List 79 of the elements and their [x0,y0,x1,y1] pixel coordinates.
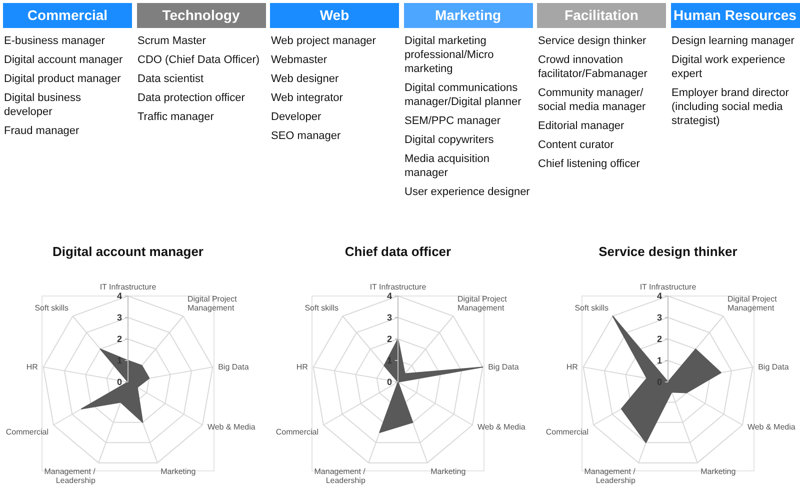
text: Media acquisition manager [404,153,490,179]
text: Web designer [271,73,339,85]
spoke-label: Management / Leadership [44,467,96,486]
spoke-label: HR [26,362,38,372]
text: SEM/PPC manager [404,115,500,127]
text: CDO (Chief Data Officer) [138,54,260,66]
text: Digital copywriters [404,134,494,146]
spoke-label: Commercial [546,428,589,437]
spoke-label: Marketing [430,467,466,476]
y-tick-label: 3 [386,312,392,322]
spoke-label: Digital Project Management [187,294,238,312]
spoke-label: Marketing [700,467,736,476]
spoke-label: Marketing [160,467,196,476]
spoke-label: IT Infrastructure [370,282,427,292]
text: Service design thinker [538,35,646,47]
spoke-label: Digital Project Management [727,294,778,312]
text: Digital communications manager/Digital planner [404,82,522,108]
spoke-label: Big Data [758,362,790,372]
y-tick-label: 2 [386,334,392,344]
text: Digital work experience expert [672,54,786,80]
text: Webmaster [271,54,328,66]
y-tick-label: 3 [656,312,662,322]
text: Digital account manager [4,54,123,66]
y-tick-label: 1 [656,355,662,366]
spoke-label: HR [566,362,578,372]
text: Web project manager [271,35,376,47]
spoke-label: Big Data [218,362,250,372]
y-tick-label: 0 [116,376,122,387]
y-tick-label: 4 [116,290,122,301]
text: Digital marketing professional/Micro marketing [404,35,494,75]
spoke-label: HR [296,362,308,372]
spoke-label: Web & Media [207,422,256,432]
text: Fraud manager [4,125,80,137]
spoke-label: Big Data [488,362,520,372]
text: Chief listening officer [538,158,640,170]
chart-title: Service design thinker [598,244,738,259]
text: Scrum Master [138,35,206,47]
y-tick-label: 2 [656,334,662,344]
text: User experience designer [404,186,530,198]
spoke-label: Soft skills [574,303,609,312]
y-tick-label: 0 [386,376,392,387]
text: Traffic manager [138,111,214,123]
spoke-label: IT Infrastructure [640,282,697,292]
chart-title: Chief data officer [344,244,452,259]
text: Developer [271,111,322,123]
category-label: Human Resources [670,3,800,28]
text: Employer brand director (including social media strategist) [672,87,789,127]
text: Content curator [538,139,614,151]
text: Design learning manager [672,35,794,47]
y-tick-label: 4 [386,290,392,301]
text: Editorial manager [538,120,624,132]
spoke-label: Management / Leadership [584,467,636,486]
text: Web integrator [271,92,343,104]
text: Data scientist [138,73,204,85]
spoke-label: Digital Project Management [457,294,508,312]
category-label: Marketing [404,3,532,28]
text: Digital product manager [4,73,121,85]
spoke-label: Commercial [6,428,49,437]
spoke-label: Soft skills [304,303,339,312]
text: Digital business developer [4,92,82,118]
y-tick-label: 4 [656,290,662,301]
spoke-label: Web & Media [747,422,796,432]
category-label: Web [270,3,399,28]
text: Crowd innovation facilitator/Fabmanager [538,54,648,80]
category-label: Commercial [3,3,132,28]
spoke-label: Management / Leadership [314,467,366,486]
spoke-label: IT Infrastructure [100,282,157,292]
spoke-label: Commercial [276,428,319,437]
text: SEO manager [271,130,341,142]
spoke-label: Soft skills [34,303,69,312]
y-tick-label: 2 [116,334,122,344]
text: Data protection officer [138,92,245,104]
y-tick-label: 3 [116,312,122,322]
text: Community manager/ social media manager [538,87,646,113]
chart-title: Digital account manager [52,244,204,259]
text: E-business manager [4,35,105,47]
category-label: Facilitation [537,3,666,28]
spoke-label: Web & Media [477,422,526,432]
category-label: Technology [136,3,266,28]
